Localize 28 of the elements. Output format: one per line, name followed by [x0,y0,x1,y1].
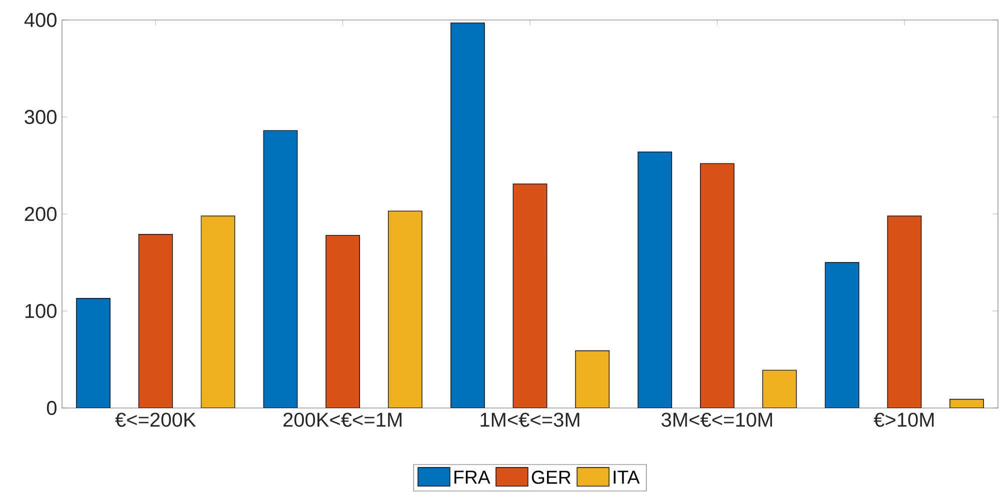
bar [950,398,984,408]
bar [575,350,610,408]
bar [638,152,672,408]
y-tick-label: 200 [24,206,56,222]
bar [263,130,298,408]
y-tick-label: 0 [46,400,57,416]
bar [76,298,110,408]
bar [326,234,360,408]
y-tick-label: 400 [24,12,56,28]
y-tick-label: 300 [24,110,56,124]
bar [887,216,922,408]
bar [200,216,236,408]
bar [450,22,485,408]
legend-label: GER [532,470,571,484]
bar [388,210,422,408]
x-tick-label: €<=200K [115,412,196,427]
x-tick-label: €>10M [874,412,934,427]
bar [700,163,734,408]
y-tick-label: 100 [25,304,56,318]
x-tick-label: 200K<€<=1M [283,412,402,427]
bar [512,184,548,408]
bar [138,234,173,408]
bar [824,262,860,408]
bar [762,370,797,408]
x-tick-label: 1M<€<=3M [480,412,580,427]
legend-label: FRA [454,470,490,484]
x-tick-label: 3M<€<=10M [662,412,772,427]
legend-label: ITA [614,470,640,484]
